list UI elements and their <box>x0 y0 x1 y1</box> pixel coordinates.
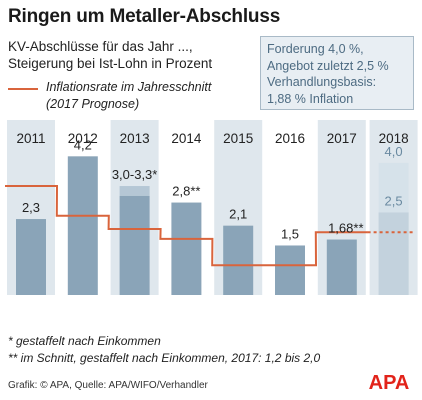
apa-logo: APA <box>369 372 410 391</box>
source-credit: Grafik: © APA, Quelle: APA/WIFO/Verhandl… <box>8 380 208 391</box>
info-line-1: Forderung 4,0 %, <box>267 42 364 56</box>
data-label: 2,1 <box>229 207 247 222</box>
chart-title: Ringen um Metaller-Abschluss <box>8 6 281 27</box>
bar-chart: 2011 2012 2013 2014 2015 2016 2017 2018 2,3 4,2 3,… <box>5 120 418 295</box>
bar <box>119 195 150 295</box>
bar-range-top <box>119 186 150 196</box>
x-tick-label: 2016 <box>275 131 305 146</box>
data-label: 2,5 <box>385 193 403 208</box>
bar <box>171 202 202 295</box>
legend-label: Inflationsrate im Jahresschnitt <box>46 80 212 94</box>
x-tick-label: 2014 <box>171 131 202 146</box>
apa-logo-text: APA <box>369 372 410 391</box>
data-label: 1,5 <box>281 226 299 241</box>
x-tick-label: 2018 <box>379 131 409 146</box>
bar <box>67 156 98 295</box>
data-label: 2,3 <box>22 200 40 215</box>
x-tick-label: 2011 <box>16 131 45 146</box>
info-line-3: Verhandlungsbasis: <box>267 75 377 89</box>
bar <box>223 225 254 295</box>
data-label: 2,8** <box>172 184 200 199</box>
inflation-line <box>5 185 368 267</box>
bar <box>275 245 305 295</box>
data-label: 3,0-3,3* <box>112 167 158 182</box>
negotiation-info-box: Forderung 4,0 %, Angebot zuletzt 2,5 % V… <box>260 36 414 110</box>
bar <box>326 239 357 295</box>
legend-note: (2017 Prognose) <box>46 97 140 111</box>
bar <box>16 219 46 295</box>
subtitle-line-2: Steigerung bei Ist-Lohn in Prozent <box>8 56 213 71</box>
footnote-1: * gestaffelt nach Einkommen <box>8 334 161 348</box>
x-tick-label: 2017 <box>327 131 357 146</box>
subtitle-line-1: KV-Abschlüsse für das Jahr ..., <box>8 39 193 54</box>
data-label: 4,0 <box>385 144 403 159</box>
x-tick-label: 2015 <box>223 131 253 146</box>
info-line-4: 1,88 % Inflation <box>267 91 354 106</box>
footnote-2: ** im Schnitt, gestaffelt nach Einkommen… <box>8 351 321 365</box>
chart-subtitle: KV-Abschlüsse für das Jahr ..., Steigeru… <box>8 38 212 72</box>
legend: Inflationsrate im Jahresschnitt (2017 Pr… <box>46 79 211 113</box>
bar-forecast-offer <box>378 212 409 295</box>
x-tick-label: 2012 <box>68 131 98 146</box>
data-label: 1,68** <box>328 221 363 236</box>
legend-line-swatch <box>8 88 38 90</box>
info-line-2: Angebot zuletzt 2,5 % <box>267 58 389 73</box>
x-tick-label: 2013 <box>120 131 150 146</box>
data-label: 4,2 <box>74 137 92 152</box>
